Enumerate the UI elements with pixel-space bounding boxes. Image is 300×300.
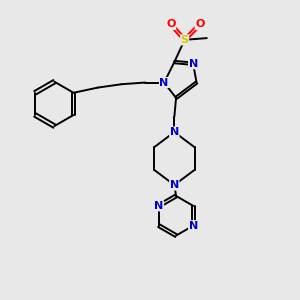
Text: N: N bbox=[160, 77, 169, 88]
Text: S: S bbox=[181, 35, 189, 45]
Text: N: N bbox=[189, 221, 198, 231]
Text: N: N bbox=[188, 59, 198, 69]
Text: O: O bbox=[195, 20, 205, 29]
Text: N: N bbox=[170, 180, 179, 190]
Text: N: N bbox=[154, 201, 164, 211]
Text: O: O bbox=[166, 20, 176, 29]
Text: N: N bbox=[170, 127, 179, 137]
